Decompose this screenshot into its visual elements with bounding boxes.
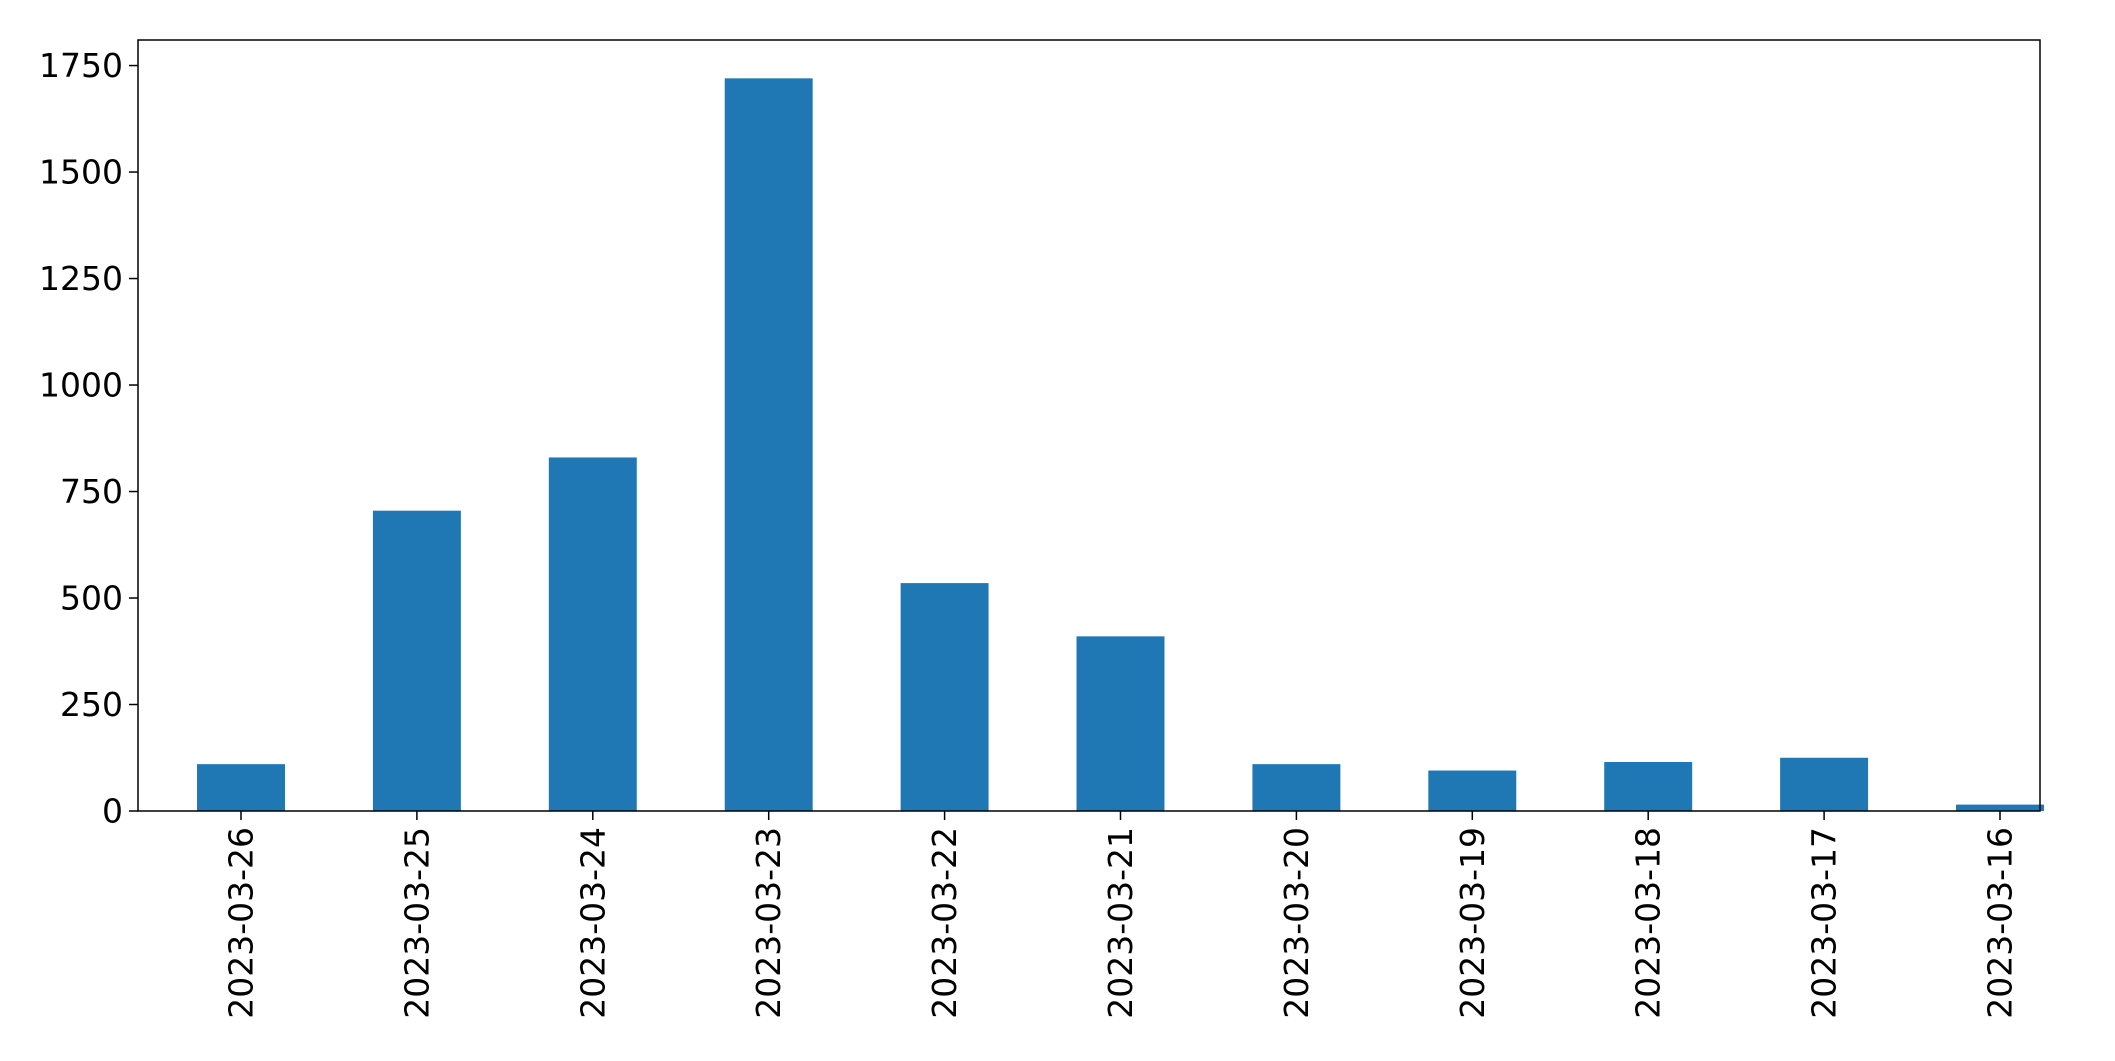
x-tick-label: 2023-03-16 (1981, 827, 2020, 1019)
x-tick-label: 2023-03-18 (1629, 827, 1668, 1019)
bar-2023-03-24 (548, 457, 637, 811)
x-tick-label: 2023-03-24 (573, 827, 612, 1019)
x-tick-label: 2023-03-20 (1277, 827, 1316, 1019)
x-axis: 2023-03-26 2023-03-25 2023-03-24 2023-03-23… (222, 811, 2020, 1019)
y-tick-label: 500 (60, 579, 123, 618)
x-tick-label: 2023-03-19 (1453, 827, 1492, 1019)
bar-2023-03-21 (1076, 636, 1165, 811)
bar-2023-03-25 (372, 510, 461, 811)
bar-2023-03-16 (1956, 804, 2044, 811)
x-tick-label: 2023-03-22 (925, 827, 964, 1019)
x-tick-label: 2023-03-17 (1805, 827, 1844, 1019)
y-tick-label: 1750 (39, 46, 123, 85)
bars-group (197, 78, 2044, 811)
y-tick-label: 1500 (39, 153, 123, 192)
x-tick-label: 2023-03-23 (749, 827, 788, 1019)
y-tick-label: 750 (60, 472, 123, 511)
bar-2023-03-19 (1428, 770, 1517, 811)
bar-2023-03-17 (1780, 757, 1869, 811)
bar-2023-03-22 (900, 583, 989, 811)
x-tick-label: 2023-03-21 (1101, 827, 1140, 1019)
x-tick-label: 2023-03-25 (397, 827, 436, 1019)
bar-2023-03-20 (1252, 764, 1341, 811)
y-axis: 0 250 500 750 1000 1250 1500 1750 (39, 46, 138, 831)
plot-frame (137, 39, 2041, 812)
bar-2023-03-26 (197, 764, 285, 811)
y-tick-label: 1000 (39, 366, 123, 405)
y-tick-label: 1250 (39, 259, 123, 298)
y-tick-label: 250 (60, 685, 123, 724)
bar-2023-03-18 (1604, 762, 1693, 811)
y-tick-label: 0 (102, 792, 123, 831)
bar-2023-03-23 (724, 78, 813, 811)
x-tick-label: 2023-03-26 (222, 827, 261, 1019)
